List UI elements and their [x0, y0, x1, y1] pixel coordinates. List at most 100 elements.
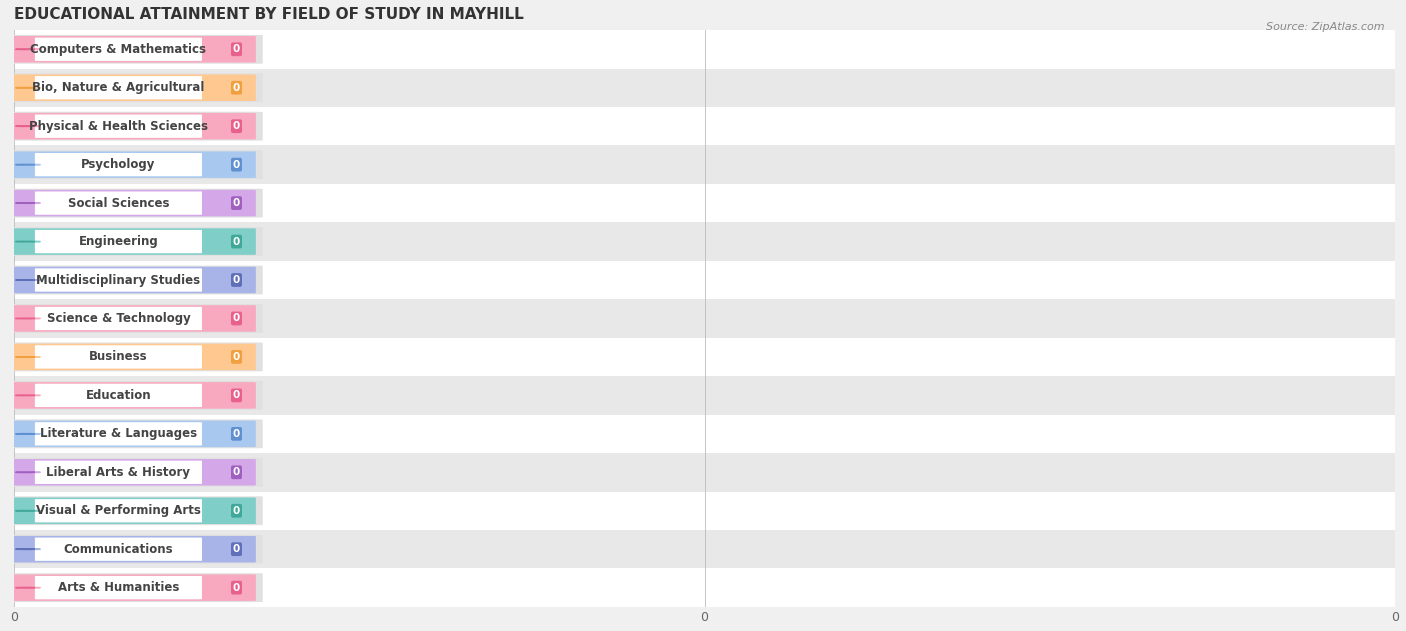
Bar	[14, 415, 1395, 453]
FancyBboxPatch shape	[7, 74, 256, 101]
Circle shape	[10, 433, 41, 434]
Bar	[14, 453, 1395, 492]
Text: Science & Technology: Science & Technology	[46, 312, 190, 325]
FancyBboxPatch shape	[35, 384, 202, 407]
Bar	[14, 30, 1395, 69]
FancyBboxPatch shape	[35, 461, 202, 484]
Circle shape	[10, 549, 41, 550]
FancyBboxPatch shape	[7, 497, 256, 524]
Text: 0: 0	[233, 44, 240, 54]
FancyBboxPatch shape	[0, 458, 263, 487]
FancyBboxPatch shape	[35, 268, 202, 292]
Circle shape	[10, 510, 41, 511]
FancyBboxPatch shape	[0, 343, 263, 372]
FancyBboxPatch shape	[35, 38, 202, 61]
Bar	[14, 145, 1395, 184]
Text: 0: 0	[233, 544, 240, 554]
Text: Business: Business	[89, 350, 148, 363]
FancyBboxPatch shape	[7, 574, 256, 601]
Text: Education: Education	[86, 389, 152, 402]
FancyBboxPatch shape	[35, 115, 202, 138]
Circle shape	[10, 87, 41, 88]
Text: EDUCATIONAL ATTAINMENT BY FIELD OF STUDY IN MAYHILL: EDUCATIONAL ATTAINMENT BY FIELD OF STUDY…	[14, 7, 524, 22]
Text: 0: 0	[233, 468, 240, 477]
Circle shape	[10, 203, 41, 204]
Text: Communications: Communications	[63, 543, 173, 556]
Text: 0: 0	[233, 198, 240, 208]
Circle shape	[10, 241, 41, 242]
Text: 0: 0	[233, 237, 240, 247]
Text: Arts & Humanities: Arts & Humanities	[58, 581, 179, 594]
Bar	[14, 530, 1395, 569]
FancyBboxPatch shape	[7, 305, 256, 332]
Text: Engineering: Engineering	[79, 235, 159, 248]
Text: Source: ZipAtlas.com: Source: ZipAtlas.com	[1267, 22, 1385, 32]
FancyBboxPatch shape	[7, 382, 256, 409]
Bar	[14, 107, 1395, 145]
FancyBboxPatch shape	[7, 267, 256, 293]
Bar	[14, 376, 1395, 415]
Text: 0: 0	[233, 83, 240, 93]
FancyBboxPatch shape	[35, 153, 202, 176]
FancyBboxPatch shape	[7, 151, 256, 178]
Text: Literature & Languages: Literature & Languages	[39, 427, 197, 440]
Text: Multidisciplinary Studies: Multidisciplinary Studies	[37, 273, 201, 286]
Bar	[14, 338, 1395, 376]
FancyBboxPatch shape	[35, 230, 202, 253]
Circle shape	[10, 318, 41, 319]
FancyBboxPatch shape	[7, 228, 256, 255]
FancyBboxPatch shape	[0, 189, 263, 218]
Bar	[14, 261, 1395, 299]
Bar	[14, 492, 1395, 530]
FancyBboxPatch shape	[0, 535, 263, 563]
FancyBboxPatch shape	[0, 73, 263, 102]
FancyBboxPatch shape	[7, 344, 256, 370]
FancyBboxPatch shape	[35, 576, 202, 599]
FancyBboxPatch shape	[35, 191, 202, 215]
Bar	[14, 569, 1395, 607]
Text: 0: 0	[233, 121, 240, 131]
FancyBboxPatch shape	[0, 112, 263, 141]
Text: 0: 0	[233, 391, 240, 401]
Text: Psychology: Psychology	[82, 158, 156, 171]
FancyBboxPatch shape	[7, 113, 256, 139]
FancyBboxPatch shape	[35, 345, 202, 369]
FancyBboxPatch shape	[0, 381, 263, 410]
Bar	[14, 222, 1395, 261]
FancyBboxPatch shape	[0, 35, 263, 64]
FancyBboxPatch shape	[0, 150, 263, 179]
Circle shape	[10, 164, 41, 165]
FancyBboxPatch shape	[35, 307, 202, 330]
Bar	[14, 69, 1395, 107]
FancyBboxPatch shape	[35, 422, 202, 445]
FancyBboxPatch shape	[7, 190, 256, 216]
Text: Bio, Nature & Agricultural: Bio, Nature & Agricultural	[32, 81, 205, 94]
Circle shape	[10, 472, 41, 473]
Text: Liberal Arts & History: Liberal Arts & History	[46, 466, 190, 479]
Text: 0: 0	[233, 429, 240, 439]
Bar	[14, 184, 1395, 222]
FancyBboxPatch shape	[35, 499, 202, 522]
Circle shape	[10, 49, 41, 50]
Text: Physical & Health Sciences: Physical & Health Sciences	[30, 120, 208, 133]
Text: 0: 0	[233, 160, 240, 170]
Text: 0: 0	[233, 314, 240, 324]
Text: 0: 0	[233, 582, 240, 593]
FancyBboxPatch shape	[0, 497, 263, 525]
FancyBboxPatch shape	[7, 36, 256, 62]
Text: Visual & Performing Arts: Visual & Performing Arts	[37, 504, 201, 517]
FancyBboxPatch shape	[35, 76, 202, 100]
FancyBboxPatch shape	[7, 459, 256, 486]
FancyBboxPatch shape	[0, 227, 263, 256]
Text: Computers & Mathematics: Computers & Mathematics	[31, 43, 207, 56]
Circle shape	[10, 126, 41, 127]
FancyBboxPatch shape	[7, 536, 256, 562]
FancyBboxPatch shape	[7, 421, 256, 447]
FancyBboxPatch shape	[0, 266, 263, 295]
Text: Social Sciences: Social Sciences	[67, 197, 169, 209]
Text: 0: 0	[233, 352, 240, 362]
Circle shape	[10, 587, 41, 588]
Bar	[14, 299, 1395, 338]
FancyBboxPatch shape	[35, 538, 202, 561]
Text: 0: 0	[233, 506, 240, 516]
